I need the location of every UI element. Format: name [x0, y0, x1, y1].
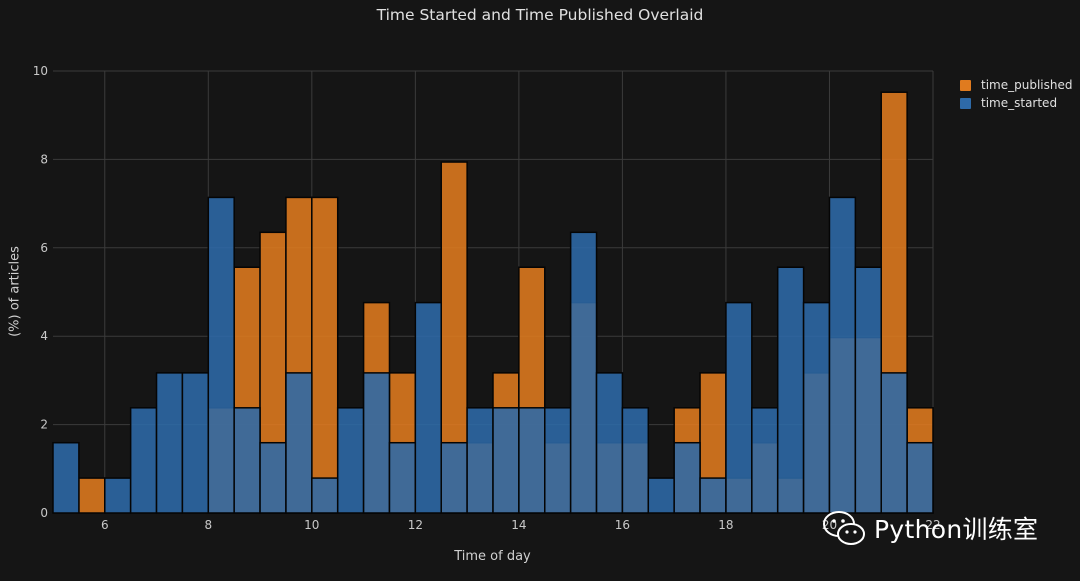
bar-time-started — [311, 477, 339, 514]
watermark: Python训练室 — [822, 509, 1038, 547]
bar-time-started — [880, 372, 908, 514]
x-tick-label: 8 — [204, 518, 212, 532]
bar-time-started — [104, 477, 132, 514]
bar-time-started — [181, 372, 210, 514]
y-tick-label: 10 — [33, 64, 48, 78]
bar-time-started — [518, 407, 546, 514]
y-tick-label: 0 — [40, 506, 48, 520]
bar-time-started — [285, 372, 313, 514]
y-tick-label: 8 — [40, 152, 48, 166]
bar-time-started — [155, 372, 184, 514]
bar-time-started — [233, 407, 261, 514]
legend: time_published time_started — [960, 76, 1072, 112]
bar-time-published — [78, 477, 106, 514]
bar-time-started — [388, 441, 417, 514]
bar-time-started — [569, 231, 598, 514]
bar-time-started — [725, 301, 753, 514]
x-tick-label: 22 — [925, 518, 940, 532]
legend-swatch-orange — [960, 79, 971, 91]
bar-time-started — [854, 266, 882, 514]
legend-label: time_started — [981, 96, 1058, 110]
legend-item-time-published[interactable]: time_published — [960, 76, 1072, 94]
chart-title: Time Started and Time Published Overlaid — [376, 6, 704, 24]
bar-time-started — [802, 301, 831, 514]
legend-swatch-blue — [960, 97, 971, 109]
y-tick-label: 4 — [40, 329, 48, 343]
watermark-text: Python训练室 — [874, 515, 1039, 544]
bar-time-started — [828, 196, 857, 514]
x-tick-label: 14 — [511, 518, 526, 532]
bar-time-started — [751, 407, 779, 514]
bar-time-started — [362, 372, 391, 514]
bar-time-started — [440, 441, 468, 514]
y-tick-label: 2 — [40, 418, 48, 432]
x-tick-label: 6 — [101, 518, 109, 532]
y-axis-label: (%) of articles — [7, 246, 23, 337]
bar-time-started — [336, 407, 365, 514]
x-tick-label: 12 — [408, 518, 423, 532]
x-tick-label: 10 — [304, 518, 319, 532]
legend-label: time_published — [981, 78, 1073, 92]
bar-time-started — [906, 441, 934, 514]
bar-time-started — [673, 441, 701, 514]
bar-time-started — [52, 441, 80, 514]
bar-time-started — [699, 477, 727, 514]
x-axis-label: Time of day — [454, 549, 531, 564]
y-tick-label: 6 — [40, 241, 48, 255]
bar-time-started — [776, 266, 805, 514]
bar-time-started — [207, 196, 235, 514]
bar-time-started — [466, 407, 494, 514]
bar-time-started — [544, 407, 572, 514]
x-tick-label: 16 — [615, 518, 630, 532]
legend-item-time-started[interactable]: time_started — [960, 94, 1072, 112]
bar-time-started — [414, 301, 442, 514]
x-tick-label: 18 — [718, 518, 733, 532]
bar-time-started — [595, 372, 624, 514]
bar-time-started — [492, 407, 520, 514]
bar-time-started — [621, 407, 650, 514]
bar-time-published — [311, 196, 339, 514]
wechat-icon — [823, 511, 865, 545]
bar-time-started — [129, 407, 158, 514]
bar-time-started — [647, 477, 675, 514]
bar-time-started — [259, 441, 287, 514]
